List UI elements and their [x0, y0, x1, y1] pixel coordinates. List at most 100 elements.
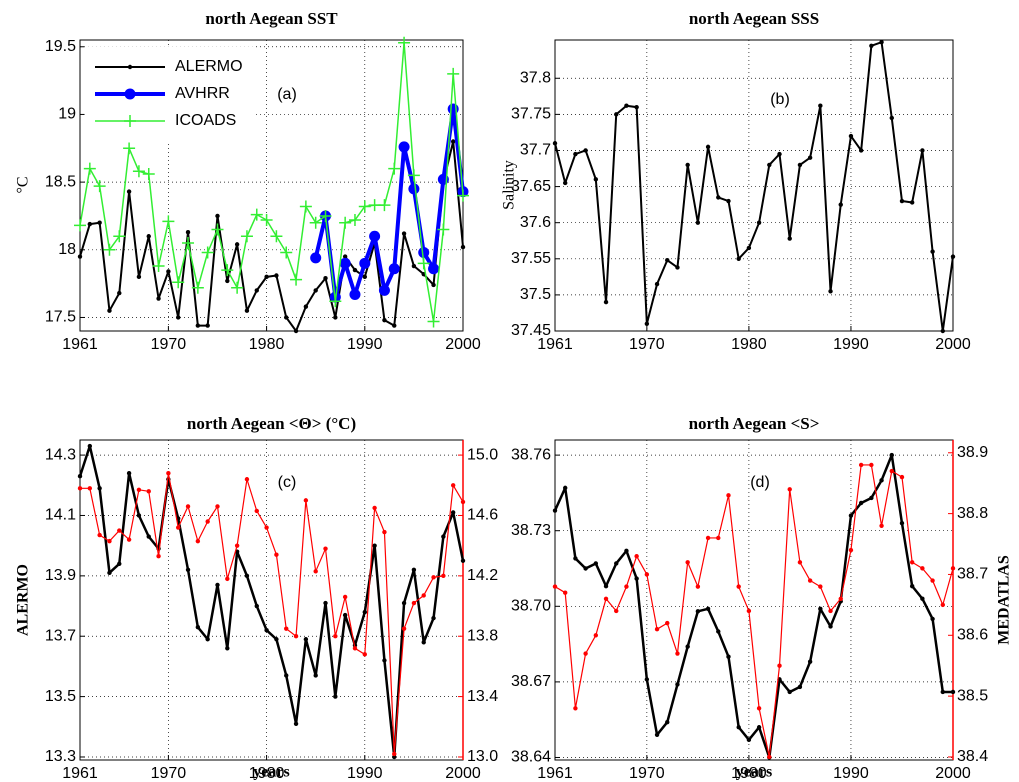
- y2-tick-label: 38.7: [957, 566, 988, 583]
- data-point: [441, 534, 446, 539]
- data-point: [250, 208, 263, 221]
- y-tick-label: 37.55: [511, 250, 551, 267]
- y2-tick-label: 14.6: [467, 507, 498, 524]
- data-point: [107, 308, 112, 313]
- data-point: [362, 609, 367, 615]
- annotation: (c): [278, 474, 297, 491]
- data-point: [614, 608, 619, 614]
- data-point: [644, 321, 650, 326]
- data-point: [185, 229, 191, 235]
- y2-tick-label: 38.4: [957, 748, 988, 765]
- data-point: [705, 144, 711, 150]
- data-point: [185, 504, 191, 509]
- legend-label: ALERMO: [175, 58, 243, 75]
- data-point: [644, 677, 650, 682]
- data-point: [211, 223, 224, 236]
- y-axis-label: ALERMO: [15, 564, 32, 636]
- data-point: [450, 139, 456, 144]
- y2-tick-label: 14.2: [467, 567, 498, 584]
- data-point: [221, 264, 234, 277]
- data-point: [299, 200, 312, 213]
- data-point: [552, 508, 558, 513]
- data-point: [675, 651, 680, 656]
- data-point: [264, 525, 269, 530]
- data-point: [359, 257, 371, 269]
- y-axis-label: Salinity: [501, 160, 518, 210]
- data-point: [879, 39, 884, 45]
- data-point: [437, 223, 450, 236]
- data-point: [787, 487, 792, 492]
- data-point: [940, 328, 945, 334]
- data-point: [675, 682, 680, 687]
- data-point: [382, 658, 387, 663]
- data-point: [205, 519, 210, 524]
- data-point: [777, 663, 782, 668]
- y-tick-label: 13.5: [45, 688, 76, 705]
- data-point: [417, 257, 430, 270]
- data-point: [899, 198, 905, 204]
- data-point: [603, 299, 609, 305]
- data-point: [746, 737, 752, 743]
- chart-title: north Aegean <Θ> (°C): [187, 414, 356, 433]
- data-point: [103, 243, 116, 256]
- data-point: [264, 627, 269, 633]
- data-point: [552, 141, 558, 146]
- data-point: [818, 584, 823, 589]
- data-point: [950, 566, 956, 571]
- data-point: [869, 462, 874, 468]
- data-point: [930, 578, 935, 583]
- data-point: [264, 274, 269, 280]
- x-tick-label: 1990: [833, 765, 869, 782]
- data-point: [457, 189, 469, 202]
- data-point: [573, 151, 578, 157]
- data-point: [665, 720, 670, 725]
- data-point: [563, 590, 568, 595]
- data-point: [858, 500, 864, 506]
- y2-tick-label: 38.6: [957, 627, 988, 644]
- data-point: [310, 252, 322, 264]
- data-point: [274, 273, 279, 278]
- data-point: [940, 689, 945, 695]
- data-point: [583, 651, 588, 656]
- series-line: [80, 472, 464, 755]
- data-point: [654, 627, 660, 632]
- x-tick-label: 1990: [347, 765, 383, 782]
- data-point: [685, 162, 690, 168]
- data-point: [593, 561, 599, 566]
- data-point: [342, 594, 348, 600]
- data-point: [889, 115, 894, 121]
- data-point: [705, 535, 711, 541]
- plot-frame: [554, 39, 954, 332]
- y2-tick-label: 13.4: [467, 688, 498, 705]
- data-point: [333, 634, 338, 639]
- data-point: [349, 288, 361, 300]
- x-tick-label: 1980: [731, 765, 767, 782]
- legend-marker: [124, 115, 136, 127]
- annotation: (b): [770, 91, 790, 108]
- data-point: [614, 561, 619, 566]
- data-point: [339, 257, 351, 269]
- data-point: [323, 546, 328, 551]
- data-point: [378, 199, 391, 212]
- data-point: [342, 612, 348, 618]
- data-point: [136, 274, 142, 280]
- data-point: [378, 284, 390, 296]
- data-point: [654, 281, 660, 287]
- data-point: [176, 315, 181, 320]
- data-point: [136, 487, 142, 493]
- y-tick-label: 18: [58, 241, 76, 258]
- data-point: [205, 323, 210, 328]
- series-line: [79, 41, 464, 323]
- y2-axis-label: MEDATLAS: [996, 555, 1013, 645]
- x-tick-label: 2000: [935, 336, 971, 353]
- data-point: [244, 573, 250, 579]
- y-tick-label: 13.9: [45, 567, 76, 584]
- data-point: [634, 104, 639, 110]
- data-point: [293, 634, 299, 639]
- data-point: [807, 659, 813, 664]
- data-point: [126, 189, 132, 194]
- data-point: [705, 606, 711, 612]
- data-point: [726, 198, 731, 204]
- data-point: [323, 600, 328, 606]
- data-point: [431, 575, 436, 580]
